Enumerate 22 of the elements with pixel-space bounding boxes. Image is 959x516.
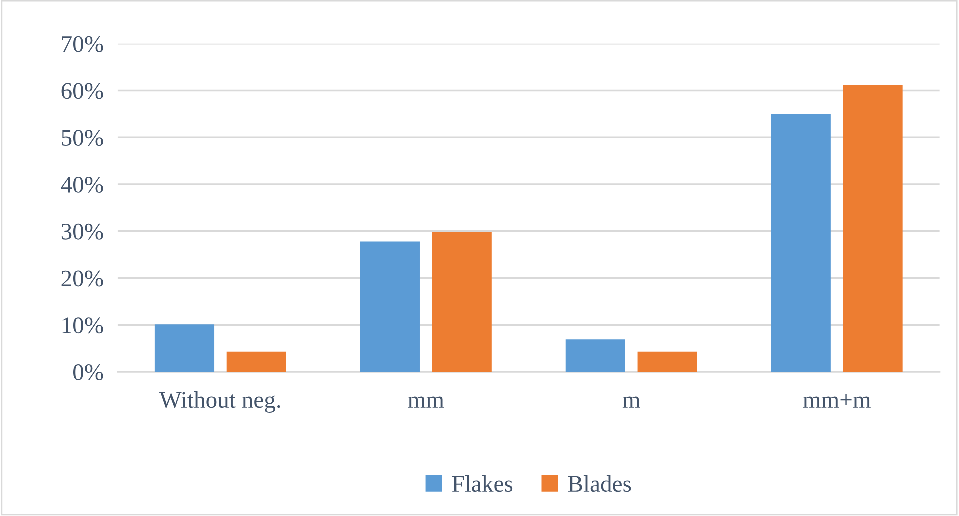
- x-tick-label: mm: [408, 396, 444, 408]
- bar: [566, 340, 626, 372]
- bar: [771, 114, 831, 372]
- y-tick-label: 30%: [62, 224, 104, 240]
- y-tick-label: 60%: [62, 83, 104, 100]
- y-tick-label: 20%: [62, 270, 104, 287]
- x-tick-label: mm+m: [803, 394, 871, 408]
- bar: [154, 324, 215, 372]
- y-tick-label: 70%: [62, 36, 104, 52]
- bar: [432, 232, 492, 372]
- x-tick-label: m: [622, 396, 640, 408]
- legend-label: Flakes: [452, 475, 513, 492]
- legend-label: Blades: [568, 475, 632, 492]
- x-tick-label: Without neg.: [160, 391, 280, 413]
- bar: [638, 352, 698, 372]
- bar: [843, 85, 903, 372]
- bar: [360, 242, 420, 372]
- y-tick-label: 40%: [61, 176, 104, 194]
- y-tick-label: 50%: [62, 130, 104, 146]
- y-tick-label: 0%: [73, 364, 104, 381]
- bar: [226, 352, 286, 372]
- y-tick-label: 10%: [62, 318, 104, 334]
